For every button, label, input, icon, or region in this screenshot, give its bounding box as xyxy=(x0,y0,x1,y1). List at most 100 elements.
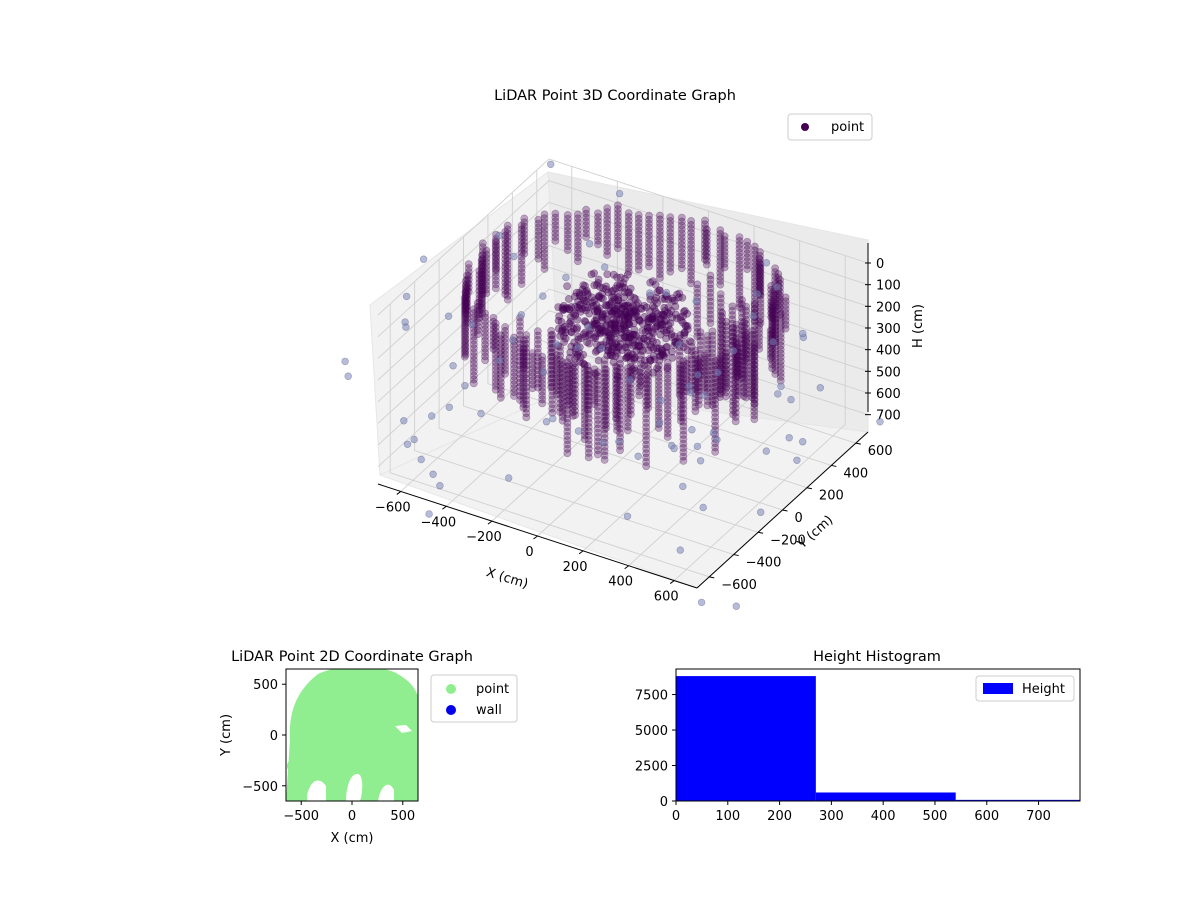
data-point-3d xyxy=(681,321,690,330)
data-point-3d xyxy=(767,297,776,306)
data-point-3d xyxy=(743,249,752,258)
data-point-3d xyxy=(702,225,711,234)
data-point-3d xyxy=(634,222,643,231)
data-point-3d xyxy=(700,351,709,360)
data-point-3d xyxy=(558,401,567,409)
data-point-3d xyxy=(677,374,685,382)
data-point-3d xyxy=(478,251,487,259)
data-point-3d xyxy=(766,330,775,339)
outlier-point-3d xyxy=(539,292,547,300)
data-point-3d xyxy=(501,243,510,252)
data-point-3d xyxy=(624,333,633,342)
data-point-3d xyxy=(748,373,756,382)
data-point-3d xyxy=(766,353,775,362)
data-point-3d xyxy=(602,408,610,417)
data-point-3d xyxy=(540,261,549,269)
data-point-3d xyxy=(614,343,623,352)
data-point-3d xyxy=(475,278,484,287)
data-point-3d xyxy=(481,356,489,365)
data-point-3d xyxy=(503,264,512,273)
data-point-3d xyxy=(519,364,528,373)
data-point-3d xyxy=(503,291,512,300)
data-point-3d xyxy=(552,386,561,395)
data-point-3d xyxy=(552,355,561,363)
data-point-3d xyxy=(635,368,644,376)
data-point-3d xyxy=(478,259,486,267)
data-point-3d xyxy=(460,329,469,338)
x-tick-3d xyxy=(533,535,538,540)
data-point-3d xyxy=(701,232,709,240)
data-point-3d xyxy=(469,375,478,384)
data-point-3d xyxy=(743,265,752,273)
data-point-3d xyxy=(776,291,784,300)
data-point-3d xyxy=(781,309,790,317)
data-point-3d xyxy=(538,395,547,404)
data-point-3d xyxy=(734,371,743,380)
data-point-3d xyxy=(735,244,744,253)
data-point-3d xyxy=(768,321,777,330)
data-point-3d xyxy=(519,363,528,372)
data-point-3d xyxy=(624,263,633,272)
data-point-3d xyxy=(768,303,777,312)
data-point-3d xyxy=(715,381,724,390)
data-point-3d xyxy=(693,379,702,388)
data-point-3d xyxy=(503,260,512,269)
data-point-3d xyxy=(742,393,750,402)
data-point-3d xyxy=(687,236,695,245)
data-point-3d xyxy=(538,383,547,392)
z-tick-label-3d: 100 xyxy=(876,279,901,294)
data-point-3d xyxy=(774,297,783,306)
data-point-3d xyxy=(461,294,470,303)
data-point-3d xyxy=(620,293,628,301)
data-point-3d xyxy=(582,213,590,222)
data-point-3d xyxy=(551,221,560,230)
data-point-3d xyxy=(771,350,780,359)
y-tick-3d xyxy=(709,576,715,579)
data-point-3d xyxy=(635,375,644,384)
data-point-3d xyxy=(666,248,675,257)
data-point-3d xyxy=(460,302,469,310)
data-point-3d xyxy=(624,259,633,268)
data-point-3d xyxy=(631,366,639,375)
data-point-3d xyxy=(756,283,764,291)
data-point-3d xyxy=(647,343,656,352)
data-point-3d xyxy=(473,299,482,307)
data-point-3d xyxy=(582,233,590,241)
data-point-3d xyxy=(644,400,652,408)
outlier-point-3d xyxy=(785,434,793,442)
data-point-3d xyxy=(603,251,612,259)
data-point-3d xyxy=(481,325,489,333)
data-point-3d xyxy=(613,367,621,376)
data-point-3d xyxy=(558,358,567,367)
data-point-3d xyxy=(654,373,663,382)
data-point-3d xyxy=(602,369,610,378)
data-point-3d xyxy=(558,416,567,425)
data-point-3d xyxy=(496,331,505,340)
data-point-3d xyxy=(580,415,589,424)
data-point-3d xyxy=(580,372,589,381)
data-point-3d xyxy=(475,294,484,303)
data-point-3d xyxy=(590,377,599,385)
data-point-3d xyxy=(580,376,589,385)
data-point-3d xyxy=(568,408,577,416)
data-point-3d xyxy=(654,361,663,370)
data-point-3d xyxy=(613,375,621,384)
data-point-3d xyxy=(663,394,672,402)
data-point-3d xyxy=(496,374,505,383)
data-point-3d xyxy=(623,422,632,431)
data-point-3d xyxy=(461,292,470,301)
legend-2d-label-point: point xyxy=(476,682,509,697)
data-point-3d xyxy=(492,246,500,255)
data-point-3d xyxy=(540,257,549,266)
outlier-point-3d xyxy=(546,160,555,169)
chart-3d-title: LiDAR Point 3D Coordinate Graph xyxy=(494,88,736,104)
outlier-point-3d xyxy=(749,312,757,320)
data-point-3d xyxy=(461,315,470,324)
data-point-3d xyxy=(687,217,695,225)
data-point-3d xyxy=(623,270,632,279)
data-point-3d xyxy=(656,250,664,259)
x-tick-label-3d: 600 xyxy=(654,590,679,605)
data-point-3d xyxy=(677,413,685,421)
data-point-3d xyxy=(519,356,528,364)
